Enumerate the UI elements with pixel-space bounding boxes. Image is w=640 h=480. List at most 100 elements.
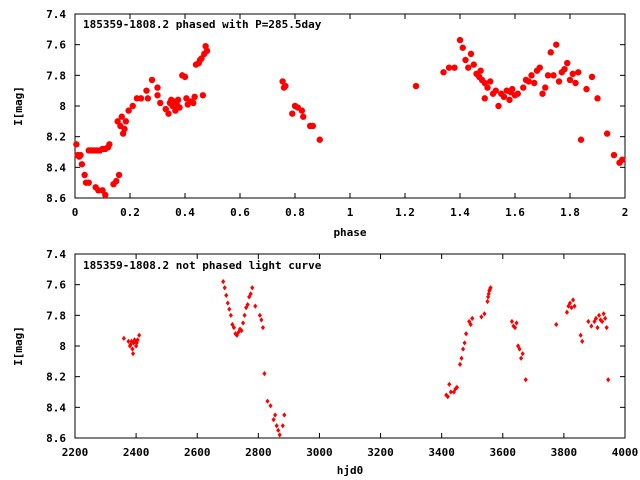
chart1-data-point bbox=[577, 136, 585, 143]
chart1-data-point bbox=[550, 72, 557, 79]
chart1-y-tick-label: 7.8 bbox=[46, 69, 66, 82]
chart1-data-point bbox=[279, 78, 286, 85]
chart1-data-point bbox=[198, 55, 205, 62]
chart2-data-point bbox=[578, 332, 583, 338]
chart1-data-point bbox=[282, 82, 289, 90]
chart1-data-point bbox=[440, 69, 447, 76]
chart2-data-point bbox=[512, 325, 518, 331]
chart2-data-point bbox=[236, 329, 241, 335]
chart1-data-point bbox=[619, 156, 626, 163]
chart1-x-axis-label: phase bbox=[333, 226, 366, 239]
chart2-data-point bbox=[447, 381, 452, 387]
chart1-data-point bbox=[514, 90, 521, 97]
chart1-data-point bbox=[561, 66, 568, 73]
chart2-data-point bbox=[567, 300, 573, 306]
chart2-data-point bbox=[570, 297, 576, 303]
chart2-data-point bbox=[225, 300, 230, 306]
chart1-data-point bbox=[289, 110, 296, 117]
chart1-data-point bbox=[542, 84, 549, 91]
chart1-data-point bbox=[583, 85, 590, 93]
chart1-data-point bbox=[477, 67, 484, 74]
chart2-data-point bbox=[265, 398, 270, 404]
chart2-data-point bbox=[448, 389, 453, 395]
chart2-data-point bbox=[454, 384, 460, 390]
chart2-data-point bbox=[282, 412, 287, 418]
chart2-data-point bbox=[135, 337, 140, 343]
chart2-data-point bbox=[596, 312, 602, 318]
chart1-y-axis-label: I[mag] bbox=[12, 86, 25, 126]
chart1-x-tick-label: 0.2 bbox=[120, 206, 140, 219]
chart1-data-point bbox=[610, 151, 618, 159]
chart2-data-point bbox=[604, 325, 609, 331]
chart1-data-point bbox=[148, 76, 156, 84]
chart1-data-point bbox=[154, 92, 161, 99]
chart2-plot-frame bbox=[74, 253, 626, 439]
chart1-data-point bbox=[143, 87, 150, 94]
chart2-data-point bbox=[514, 320, 519, 326]
chart1-data-point bbox=[500, 93, 508, 101]
chart1-data-point bbox=[85, 179, 92, 186]
chart1-data-point bbox=[106, 141, 113, 148]
chart2-y-tick-label: 8.2 bbox=[46, 371, 66, 384]
chart2-data-point bbox=[554, 321, 559, 328]
chart1-y-tick-label: 8 bbox=[59, 100, 66, 113]
chart2-y-tick-label: 7.8 bbox=[46, 309, 66, 322]
chart2-data-point bbox=[460, 346, 466, 352]
chart1-data-point bbox=[300, 113, 307, 120]
chart2-y-tick-label: 8.6 bbox=[46, 432, 66, 445]
chart2-data-point bbox=[606, 377, 611, 383]
chart1-data-point bbox=[564, 59, 571, 67]
chart2-data-point bbox=[601, 311, 606, 317]
chart1-data-point bbox=[509, 85, 516, 93]
chart1-y-tick-label: 8.2 bbox=[46, 131, 66, 144]
chart2-data-point bbox=[603, 315, 608, 321]
chart1-x-tick-label: 0.6 bbox=[230, 206, 250, 219]
chart2-x-tick-label: 2800 bbox=[245, 446, 272, 459]
chart2-data-point bbox=[129, 338, 134, 344]
chart1-data-point bbox=[481, 95, 488, 102]
chart2-data-point bbox=[564, 309, 570, 315]
chart2-data-point bbox=[593, 315, 599, 321]
chart1-data-point bbox=[445, 64, 453, 71]
chart2-data-point bbox=[517, 346, 522, 352]
chart1-data-point bbox=[539, 90, 546, 97]
chart2-data-point bbox=[260, 325, 265, 331]
chart1-data-point bbox=[525, 78, 532, 85]
chart2-data-point bbox=[248, 291, 253, 297]
chart1-data-point bbox=[451, 64, 458, 71]
chart2-data-point bbox=[244, 305, 249, 311]
chart1-x-tick-label: 2 bbox=[622, 206, 629, 219]
chart2-y-tick-label: 7.4 bbox=[46, 248, 66, 261]
chart2-data-point bbox=[459, 355, 464, 361]
chart1-data-point bbox=[492, 87, 499, 94]
chart1-data-point bbox=[181, 73, 189, 81]
chart2-data-point bbox=[572, 303, 577, 309]
chart1-data-point bbox=[495, 102, 502, 110]
chart1-x-tick-label: 1.6 bbox=[505, 206, 525, 219]
chart2-data-point bbox=[224, 292, 229, 298]
chart2-data-point bbox=[523, 377, 528, 383]
chart1-data-point bbox=[165, 110, 172, 117]
chart2-data-point bbox=[457, 361, 463, 367]
chart1-y-tick-label: 7.6 bbox=[46, 39, 66, 52]
chart2-x-tick-label: 3200 bbox=[367, 446, 394, 459]
chart2-y-axis-label: I[mag] bbox=[12, 326, 25, 366]
chart1-data-point bbox=[470, 61, 477, 68]
chart1-data-point bbox=[99, 187, 106, 194]
chart1-x-tick-label: 0.8 bbox=[285, 206, 305, 219]
chart1-data-point bbox=[115, 171, 123, 179]
chart1-data-point bbox=[459, 44, 466, 51]
chart2-data-point bbox=[132, 337, 137, 343]
chart1-data-point bbox=[603, 130, 611, 137]
chart1-data-point bbox=[528, 72, 535, 79]
chart2-data-point bbox=[245, 302, 250, 308]
chart1-data-point bbox=[555, 78, 563, 85]
chart1-y-tick-label: 8.4 bbox=[46, 161, 66, 174]
chart2-x-tick-label: 2200 bbox=[62, 446, 89, 459]
chart1-data-point bbox=[154, 84, 161, 91]
chart2-data-point bbox=[240, 320, 246, 326]
chart1-x-tick-label: 0.4 bbox=[175, 206, 195, 219]
chart2-data-point bbox=[237, 326, 243, 332]
chart1-data-point bbox=[465, 64, 472, 71]
chart2-data-point bbox=[485, 298, 490, 305]
